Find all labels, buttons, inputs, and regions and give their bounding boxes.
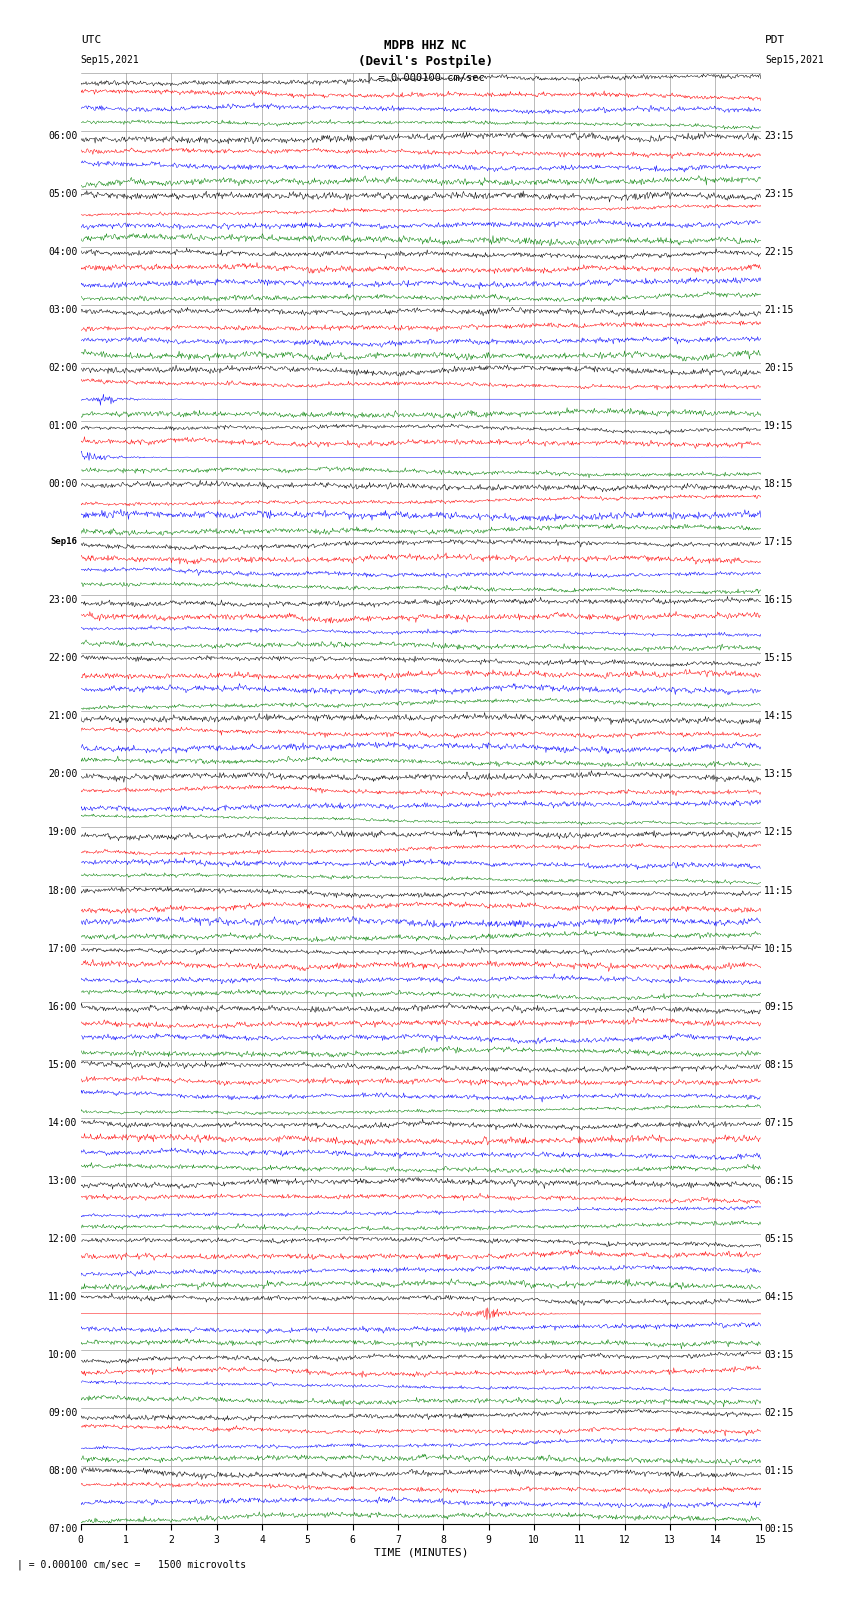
Text: 17:15: 17:15 [764, 537, 794, 547]
Text: 14:15: 14:15 [764, 711, 794, 721]
Text: 02:15: 02:15 [764, 1408, 794, 1418]
Text: 05:00: 05:00 [48, 189, 77, 198]
Text: | = 0.000100 cm/sec =   1500 microvolts: | = 0.000100 cm/sec = 1500 microvolts [17, 1560, 246, 1569]
Text: 06:00: 06:00 [48, 131, 77, 140]
Text: 20:00: 20:00 [48, 769, 77, 779]
Text: PDT: PDT [765, 35, 785, 45]
Text: 04:15: 04:15 [764, 1292, 794, 1302]
Text: UTC: UTC [81, 35, 101, 45]
Text: 15:15: 15:15 [764, 653, 794, 663]
Text: 11:15: 11:15 [764, 886, 794, 895]
Text: (Devil's Postpile): (Devil's Postpile) [358, 55, 492, 68]
Text: 19:00: 19:00 [48, 827, 77, 837]
Text: 11:00: 11:00 [48, 1292, 77, 1302]
Text: 01:15: 01:15 [764, 1466, 794, 1476]
Text: 20:15: 20:15 [764, 363, 794, 373]
Text: 16:15: 16:15 [764, 595, 794, 605]
Text: 00:00: 00:00 [48, 479, 77, 489]
Text: 23:15: 23:15 [764, 189, 794, 198]
Text: | = 0.000100 cm/sec: | = 0.000100 cm/sec [366, 73, 484, 82]
Text: 13:00: 13:00 [48, 1176, 77, 1186]
Text: 18:15: 18:15 [764, 479, 794, 489]
Text: 09:15: 09:15 [764, 1002, 794, 1011]
Text: 10:15: 10:15 [764, 944, 794, 953]
Text: Sep15,2021: Sep15,2021 [765, 55, 824, 65]
Text: 12:00: 12:00 [48, 1234, 77, 1244]
Text: 18:00: 18:00 [48, 886, 77, 895]
Text: 08:15: 08:15 [764, 1060, 794, 1069]
Text: 05:15: 05:15 [764, 1234, 794, 1244]
Text: 02:00: 02:00 [48, 363, 77, 373]
Text: 09:00: 09:00 [48, 1408, 77, 1418]
Text: Sep15,2021: Sep15,2021 [81, 55, 139, 65]
Text: 04:00: 04:00 [48, 247, 77, 256]
Text: 21:15: 21:15 [764, 305, 794, 315]
Text: 07:15: 07:15 [764, 1118, 794, 1127]
X-axis label: TIME (MINUTES): TIME (MINUTES) [373, 1547, 468, 1558]
Text: 06:15: 06:15 [764, 1176, 794, 1186]
Text: 14:00: 14:00 [48, 1118, 77, 1127]
Text: 23:15: 23:15 [764, 131, 794, 140]
Text: 03:00: 03:00 [48, 305, 77, 315]
Text: 00:15: 00:15 [764, 1524, 794, 1534]
Text: 22:15: 22:15 [764, 247, 794, 256]
Text: 17:00: 17:00 [48, 944, 77, 953]
Text: 16:00: 16:00 [48, 1002, 77, 1011]
Text: 19:15: 19:15 [764, 421, 794, 431]
Text: 08:00: 08:00 [48, 1466, 77, 1476]
Text: 22:00: 22:00 [48, 653, 77, 663]
Text: 15:00: 15:00 [48, 1060, 77, 1069]
Text: 13:15: 13:15 [764, 769, 794, 779]
Text: 01:00: 01:00 [48, 421, 77, 431]
Text: 21:00: 21:00 [48, 711, 77, 721]
Text: 07:00: 07:00 [48, 1524, 77, 1534]
Text: Sep16: Sep16 [50, 537, 77, 547]
Text: 23:00: 23:00 [48, 595, 77, 605]
Text: 12:15: 12:15 [764, 827, 794, 837]
Text: MDPB HHZ NC: MDPB HHZ NC [383, 39, 467, 52]
Text: 03:15: 03:15 [764, 1350, 794, 1360]
Text: 10:00: 10:00 [48, 1350, 77, 1360]
